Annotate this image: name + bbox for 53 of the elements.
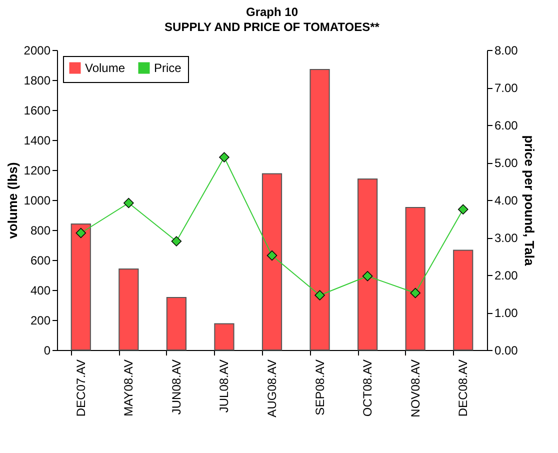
bar xyxy=(70,224,91,350)
chart-title: Graph 10 xyxy=(246,5,298,19)
y2-tick-label: 8.00 xyxy=(494,44,518,58)
y2-tick-label: 3.00 xyxy=(494,231,518,245)
x-tick-label: DEC08.AV xyxy=(456,360,470,417)
y2-tick-label: 4.00 xyxy=(494,194,518,208)
y-tick-label: 1000 xyxy=(24,194,51,208)
point xyxy=(314,290,325,300)
y2-tick-label: 1.00 xyxy=(494,306,518,320)
bar xyxy=(166,297,186,350)
point xyxy=(76,228,86,238)
bar xyxy=(262,173,282,350)
point xyxy=(410,288,420,298)
y-tick-label: 800 xyxy=(30,224,51,238)
bar xyxy=(358,178,378,350)
y-tick-label: 1400 xyxy=(24,134,51,148)
y-tick-label: 1200 xyxy=(24,164,51,178)
x-tick-label: OCT08.AV xyxy=(360,360,375,417)
y2-tick-label: 0.00 xyxy=(494,344,518,358)
y-tick-label: 200 xyxy=(30,314,51,328)
y2-tick-label: 2.00 xyxy=(494,268,518,282)
y-tick-label: 1800 xyxy=(24,74,51,88)
point xyxy=(458,204,468,215)
x-tick-label: MAY08.AV xyxy=(122,360,136,416)
x-tick-label: NOV08.AV xyxy=(408,360,422,418)
y2-tick-label: 5.00 xyxy=(494,156,518,170)
y-axis-title: volume (lbs) xyxy=(4,162,20,239)
point xyxy=(219,152,230,162)
y2-tick-label: 6.00 xyxy=(494,118,518,132)
x-tick-label: SEP08.AV xyxy=(312,360,327,416)
chart-subtitle: SUPPLY AND PRICE OF TOMATOES** xyxy=(164,20,380,34)
bar xyxy=(118,268,139,350)
x-tick-label: JUL08.AV xyxy=(217,360,232,413)
y2-tick-label: 7.00 xyxy=(494,81,518,95)
y-tick-label: 600 xyxy=(30,254,51,268)
bar xyxy=(214,323,234,350)
legend-label: Price xyxy=(154,61,182,75)
y2-axis-title: price per pound, Tala xyxy=(522,135,537,267)
point xyxy=(362,270,373,282)
point xyxy=(171,236,182,246)
x-tick-label: JUN08.AV xyxy=(169,360,184,415)
y-tick-label: 1600 xyxy=(24,104,51,118)
bar xyxy=(310,69,330,350)
y-tick-label: 2000 xyxy=(24,44,51,58)
y-tick-label: 400 xyxy=(30,284,51,298)
point xyxy=(266,250,278,261)
x-tick-label: AUG08.AV xyxy=(265,360,279,418)
bar xyxy=(453,250,474,350)
point xyxy=(124,198,134,208)
y-tick-label: 0 xyxy=(44,344,51,358)
x-tick-label: DEC07.AV xyxy=(74,360,88,417)
legend-label: Volume xyxy=(85,61,126,75)
bar xyxy=(405,207,426,350)
